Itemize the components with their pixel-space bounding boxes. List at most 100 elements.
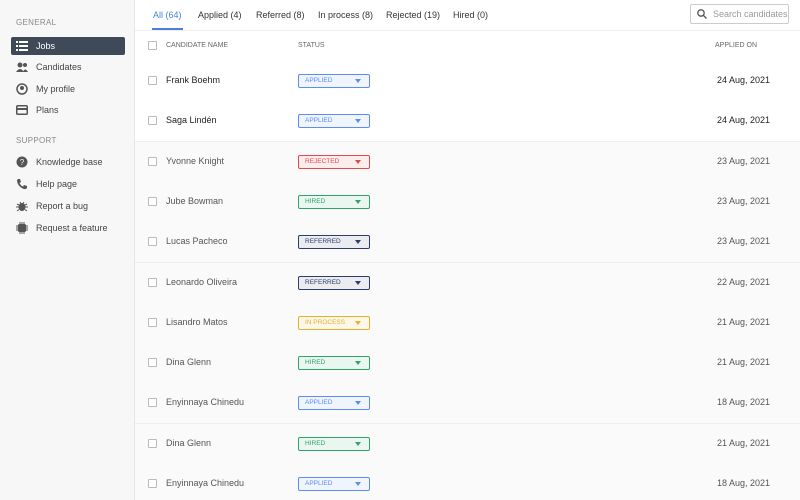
dropdown-arrow — [355, 482, 361, 486]
dropdown-arrow — [355, 79, 361, 83]
status-dropdown[interactable]: APPLIED — [298, 477, 370, 491]
nav-label: Report a bug — [36, 201, 89, 211]
nav-label: Request a feature — [36, 223, 108, 233]
checkbox[interactable] — [148, 76, 157, 85]
table-row[interactable]: Jube Bowman HIRED 23 Aug, 2021 — [135, 181, 800, 223]
icon — [16, 222, 28, 234]
tab[interactable]: Referred (8) — [256, 10, 305, 20]
table-row[interactable]: Saga Lindén APPLIED 24 Aug, 2021 — [135, 101, 800, 143]
checkbox[interactable] — [148, 156, 157, 166]
tab[interactable]: In process (8) — [318, 10, 374, 20]
checkbox[interactable] — [148, 116, 157, 126]
column-header: CANDIDATE NAME — [166, 42, 229, 49]
table-row[interactable]: Enyinnaya Chinedu APPLIED 18 Aug, 2021 — [135, 383, 800, 425]
table-header: CANDIDATE NAME STATUS APPLIED ON — [135, 30, 800, 62]
candidate-name: Lisandro Matos — [166, 316, 228, 327]
checkbox[interactable] — [148, 41, 157, 50]
table-row[interactable]: Dina Glenn HIRED 21 Aug, 2021 — [135, 423, 800, 465]
column-header: STATUS — [298, 42, 325, 49]
status-label: HIRED — [305, 359, 326, 367]
applied-date: 23 Aug, 2021 — [716, 195, 770, 206]
checkbox[interactable] — [148, 438, 157, 448]
icon — [697, 9, 707, 19]
nav-label: My profile — [36, 84, 76, 94]
applied-date: 21 Aug, 2021 — [716, 437, 770, 448]
dropdown-arrow — [355, 401, 361, 406]
status-dropdown[interactable]: HIRED — [298, 194, 370, 209]
nav-item[interactable]: Help page — [11, 175, 125, 193]
table-row[interactable]: Dina Glenn HIRED 21 Aug, 2021 — [135, 343, 800, 385]
candidate-name: Yvonne Knight — [166, 155, 225, 166]
icon — [16, 105, 28, 115]
nav-item[interactable]: Report a bug — [11, 197, 125, 215]
status-label: REJECTED — [305, 157, 340, 165]
checkbox[interactable] — [148, 196, 157, 206]
status-dropdown[interactable]: REFERRED — [298, 235, 370, 250]
table-row[interactable]: Frank Boehm APPLIED 24 Aug, 2021 — [135, 61, 800, 102]
status-dropdown[interactable]: IN PROCESS — [298, 315, 370, 330]
nav-item[interactable]: Request a feature — [11, 219, 125, 237]
status-dropdown[interactable]: REJECTED — [298, 154, 370, 169]
candidate-name: Leonardo Oliveira — [166, 276, 238, 287]
status-dropdown[interactable]: APPLIED — [298, 396, 370, 411]
svg-text:?: ? — [20, 158, 25, 167]
status-label: APPLIED — [305, 480, 333, 487]
dropdown-arrow — [355, 280, 361, 285]
tab[interactable]: Rejected (19) — [386, 10, 441, 20]
status-dropdown[interactable]: HIRED — [298, 436, 370, 451]
checkbox[interactable] — [148, 237, 157, 247]
status-label: REFERRED — [305, 278, 341, 286]
icon — [16, 83, 28, 95]
status-label: IN PROCESS — [305, 318, 346, 326]
nav-label: Jobs — [36, 41, 56, 51]
candidate-name: Dina Glenn — [166, 437, 212, 448]
table-row[interactable]: Leonardo Oliveira REFERRED 22 Aug, 2021 — [135, 262, 800, 304]
nav-item[interactable]: Jobs — [11, 37, 125, 55]
checkbox[interactable] — [148, 317, 157, 327]
applied-date: 23 Aug, 2021 — [716, 236, 770, 247]
nav-item[interactable]: Plans — [11, 101, 125, 119]
main: All (64) Applied (4) Referred (8) In proces… — [135, 0, 800, 500]
status-label: HIRED — [305, 439, 326, 447]
checkbox[interactable] — [148, 479, 157, 488]
nav-label: Candidates — [36, 62, 82, 72]
status-dropdown[interactable]: REFERRED — [298, 275, 370, 290]
table-row[interactable]: Lucas Pacheco REFERRED 23 Aug, 2021 — [135, 222, 800, 264]
nav-item[interactable]: My profile — [11, 80, 125, 98]
applied-date: 18 Aug, 2021 — [716, 478, 770, 488]
icon — [16, 41, 28, 51]
table-row[interactable]: Lisandro Matos IN PROCESS 21 Aug, 2021 — [135, 302, 800, 344]
table-row[interactable]: Enyinnaya Chinedu APPLIED 18 Aug, 2021 — [135, 464, 800, 500]
status-dropdown[interactable]: APPLIED — [298, 114, 370, 129]
candidate-name: Lucas Pacheco — [166, 236, 228, 247]
tab[interactable]: Applied (4) — [198, 10, 242, 20]
search-box[interactable]: Search candidates — [690, 4, 789, 24]
dropdown-arrow — [355, 361, 361, 366]
nav-label: Plans — [36, 105, 59, 115]
candidate-name: Enyinnaya Chinedu — [166, 478, 245, 488]
sidebar: GENERAL Jobs Candidates My profile Plans… — [0, 0, 135, 500]
column-header: APPLIED ON — [715, 42, 758, 49]
applied-date: 24 Aug, 2021 — [716, 115, 770, 126]
nav-item[interactable]: Candidates — [11, 58, 125, 76]
nav-item[interactable]: ? Knowledge base — [11, 153, 125, 171]
icon — [17, 179, 27, 190]
applied-date: 21 Aug, 2021 — [716, 357, 770, 368]
section-title: SUPPORT — [16, 136, 57, 145]
status-dropdown[interactable]: APPLIED — [298, 74, 370, 88]
checkbox[interactable] — [148, 358, 157, 368]
checkbox[interactable] — [148, 277, 157, 287]
icon — [16, 62, 28, 72]
candidate-name: Dina Glenn — [166, 357, 212, 368]
dropdown-arrow — [355, 320, 361, 325]
dropdown-arrow — [355, 441, 361, 446]
status-label: APPLIED — [305, 117, 333, 125]
table-row[interactable]: Yvonne Knight REJECTED 23 Aug, 2021 — [135, 141, 800, 183]
status-label: REFERRED — [305, 238, 341, 246]
tab[interactable]: All (64) — [152, 8, 183, 30]
checkbox[interactable] — [148, 398, 157, 408]
applied-date: 21 Aug, 2021 — [716, 316, 770, 327]
tab[interactable]: Hired (0) — [453, 10, 489, 20]
status-dropdown[interactable]: HIRED — [298, 356, 370, 371]
icon — [16, 201, 28, 212]
